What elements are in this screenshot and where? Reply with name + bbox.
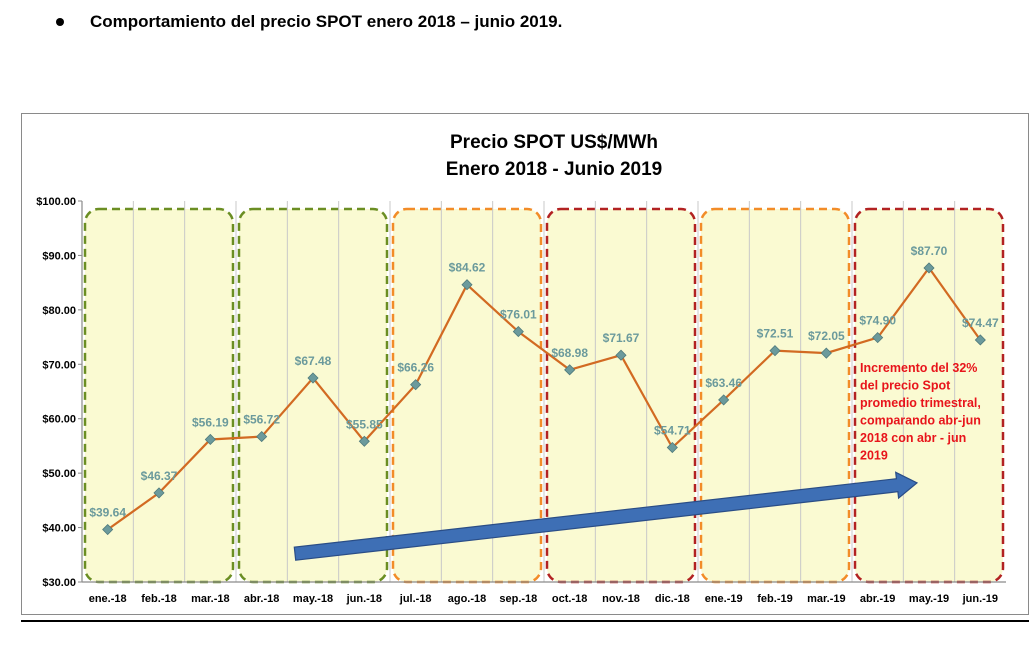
data-label: $67.48 xyxy=(295,354,332,368)
data-point xyxy=(974,334,986,346)
data-point xyxy=(102,523,114,536)
data-point xyxy=(461,279,473,291)
bottom-rule xyxy=(21,620,1029,622)
y-tick-label: $40.00 xyxy=(42,523,76,535)
annotation-line: promedio trimestral, xyxy=(860,396,981,410)
data-label: $46.37 xyxy=(141,469,178,483)
data-label: $39.64 xyxy=(89,506,126,520)
x-tick-label: may.-19 xyxy=(909,593,949,605)
annotation-line: 2018 con abr - jun xyxy=(860,431,966,445)
data-label: $72.05 xyxy=(808,329,845,343)
y-tick-label: $70.00 xyxy=(42,359,76,371)
heading-line: Comportamiento del precio SPOT enero 201… xyxy=(56,12,562,32)
x-tick-label: abr.-18 xyxy=(244,593,279,605)
data-point xyxy=(615,349,627,361)
data-label: $56.19 xyxy=(192,415,229,429)
y-tick-label: $60.00 xyxy=(42,414,76,426)
data-point xyxy=(820,347,832,359)
y-tick-label: $30.00 xyxy=(42,577,76,589)
x-tick-label: dic.-18 xyxy=(655,593,690,605)
x-tick-label: mar.-18 xyxy=(191,593,230,605)
data-point xyxy=(358,435,370,447)
chart-title-line: Enero 2018 - Junio 2019 xyxy=(446,159,663,180)
chart-title-line: Precio SPOT US$/MWh xyxy=(450,132,658,153)
trend-arrow xyxy=(293,471,919,561)
annotation-line: Incremento del 32% xyxy=(860,361,977,375)
data-point xyxy=(153,487,165,499)
data-point xyxy=(307,372,319,384)
quarter-box xyxy=(391,207,543,584)
annotation-line: 2019 xyxy=(860,448,888,462)
data-label: $84.62 xyxy=(449,261,486,275)
quarter-box xyxy=(83,207,235,584)
y-tick-label: $100.00 xyxy=(36,196,76,208)
x-tick-label: oct.-18 xyxy=(552,593,587,605)
y-tick-label: $80.00 xyxy=(42,305,76,317)
quarter-box xyxy=(237,207,389,584)
page-heading: Comportamiento del precio SPOT enero 201… xyxy=(90,12,563,31)
spot-price-chart: Precio SPOT US$/MWh Enero 2018 - Junio 20… xyxy=(36,132,1006,605)
chart-frame: Precio SPOT US$/MWh Enero 2018 - Junio 20… xyxy=(21,113,1029,615)
x-tick-label: jun.-19 xyxy=(962,593,998,605)
x-tick-label: abr.-19 xyxy=(860,593,895,605)
data-point xyxy=(204,433,216,446)
data-point xyxy=(923,262,935,274)
x-tick-label: mar.-19 xyxy=(807,593,846,605)
data-point xyxy=(410,379,422,391)
data-label: $66.26 xyxy=(397,361,434,375)
x-tick-label: feb.-18 xyxy=(141,593,176,605)
y-tick-label: $90.00 xyxy=(42,250,76,262)
x-tick-label: nov.-18 xyxy=(602,593,640,605)
x-tick-label: ago.-18 xyxy=(448,593,487,605)
data-point xyxy=(512,326,524,338)
x-tick-label: ene.-19 xyxy=(705,593,743,605)
annotation-line: comparando abr-jun xyxy=(860,413,981,427)
data-point xyxy=(769,345,781,357)
data-label: $68.98 xyxy=(551,346,588,360)
x-tick-label: ene.-18 xyxy=(89,593,127,605)
data-point xyxy=(256,431,268,443)
data-point xyxy=(718,394,730,406)
x-tick-label: may.-18 xyxy=(293,593,333,605)
y-tick-label: $50.00 xyxy=(42,468,76,480)
data-label: $56.72 xyxy=(243,413,280,427)
x-tick-label: jun.-18 xyxy=(346,593,382,605)
data-label: $55.85 xyxy=(346,417,383,431)
data-label: $71.67 xyxy=(603,331,640,345)
data-label: $54.71 xyxy=(654,424,691,438)
x-tick-label: sep.-18 xyxy=(499,593,537,605)
quarter-box xyxy=(545,207,697,584)
data-label: $63.46 xyxy=(705,376,742,390)
data-point xyxy=(564,364,576,376)
data-label: $72.51 xyxy=(757,327,794,341)
data-label: $87.70 xyxy=(911,244,948,258)
data-label: $74.90 xyxy=(859,314,896,328)
series-line xyxy=(107,266,982,531)
data-label: $76.01 xyxy=(500,308,537,322)
data-point xyxy=(872,332,884,344)
data-point xyxy=(666,441,678,454)
bullet-icon xyxy=(56,18,64,26)
x-tick-label: feb.-19 xyxy=(757,593,792,605)
annotation-line: del precio Spot xyxy=(860,378,951,392)
x-tick-label: jul.-18 xyxy=(399,593,432,605)
data-label: $74.47 xyxy=(962,316,999,330)
